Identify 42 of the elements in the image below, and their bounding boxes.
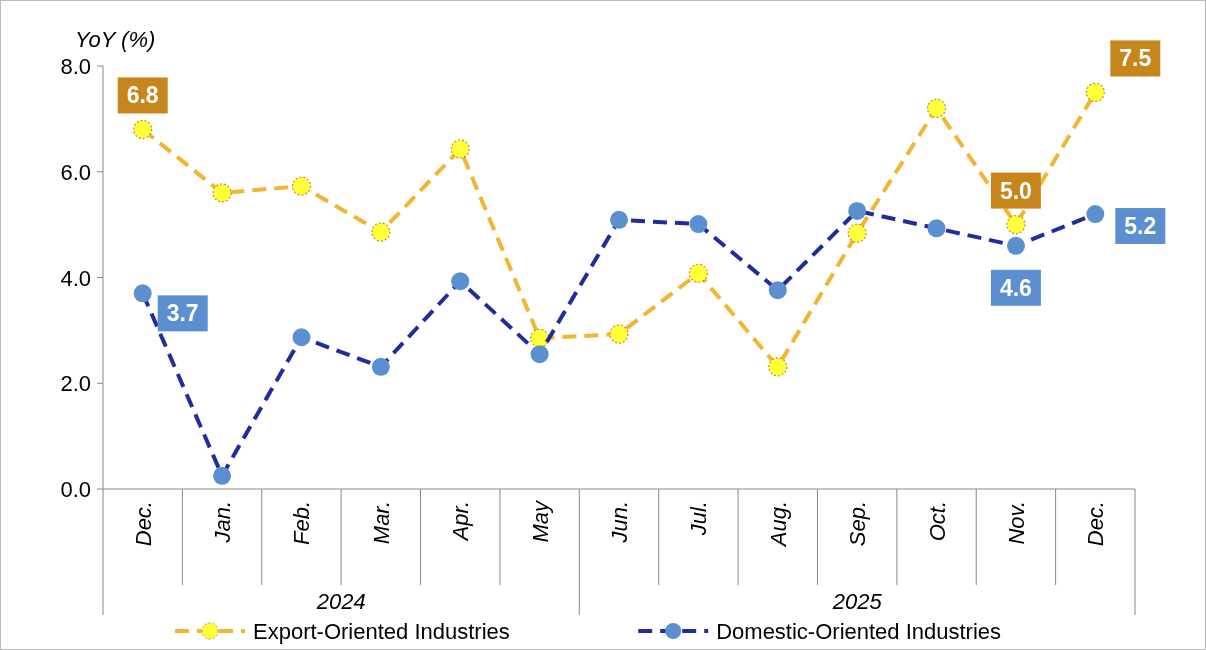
data-label: 6.8 <box>126 82 159 109</box>
x-tick-label: Aug. <box>765 501 791 549</box>
point <box>371 222 391 242</box>
data-label: 5.0 <box>999 177 1032 204</box>
x-tick-label: Jan. <box>210 501 236 544</box>
x-tick-label: Apr. <box>448 501 474 543</box>
text: 2024 <box>315 589 366 614</box>
point <box>926 98 947 118</box>
x-tick-label: Jun. <box>607 501 632 544</box>
x-tick-label: Sep. <box>845 501 871 547</box>
x-tick-label: Feb. <box>289 501 315 546</box>
y-tick-label: 2.0 <box>60 371 91 397</box>
y-axis-title: YoY (%) <box>75 27 156 52</box>
x-tick-label: Dec. <box>130 501 156 547</box>
point <box>212 183 232 203</box>
legend-label: Export-Oriented Industries <box>253 619 510 644</box>
y-tick-label: 4.0 <box>60 265 91 291</box>
x-tick-label: Dec. <box>1083 501 1109 547</box>
point <box>450 139 470 159</box>
x-tick-label: Jul. <box>686 501 712 537</box>
data-label: 4.6 <box>999 274 1032 301</box>
point <box>688 263 708 283</box>
y-tick-label: 0.0 <box>60 477 91 502</box>
x-tick-label: May <box>527 499 553 543</box>
x-tick-label: Nov. <box>1003 501 1029 545</box>
point <box>291 176 312 196</box>
point <box>768 357 788 377</box>
point <box>530 328 550 348</box>
data-label: 3.7 <box>166 300 199 327</box>
y-tick-label: 6.0 <box>60 159 91 185</box>
text: 2025 <box>831 589 883 614</box>
data-label: 7.5 <box>1119 45 1152 72</box>
point <box>1085 82 1105 103</box>
data-label: 5.2 <box>1124 213 1157 240</box>
point <box>133 119 153 140</box>
point <box>847 223 867 243</box>
point <box>1006 215 1026 235</box>
y-tick-label: 8.0 <box>60 54 91 79</box>
legend-label: Domestic-Oriented Industries <box>716 619 1002 644</box>
x-tick-label: Mar. <box>368 501 394 545</box>
point <box>609 324 629 344</box>
x-tick-label: Oct. <box>924 501 950 542</box>
